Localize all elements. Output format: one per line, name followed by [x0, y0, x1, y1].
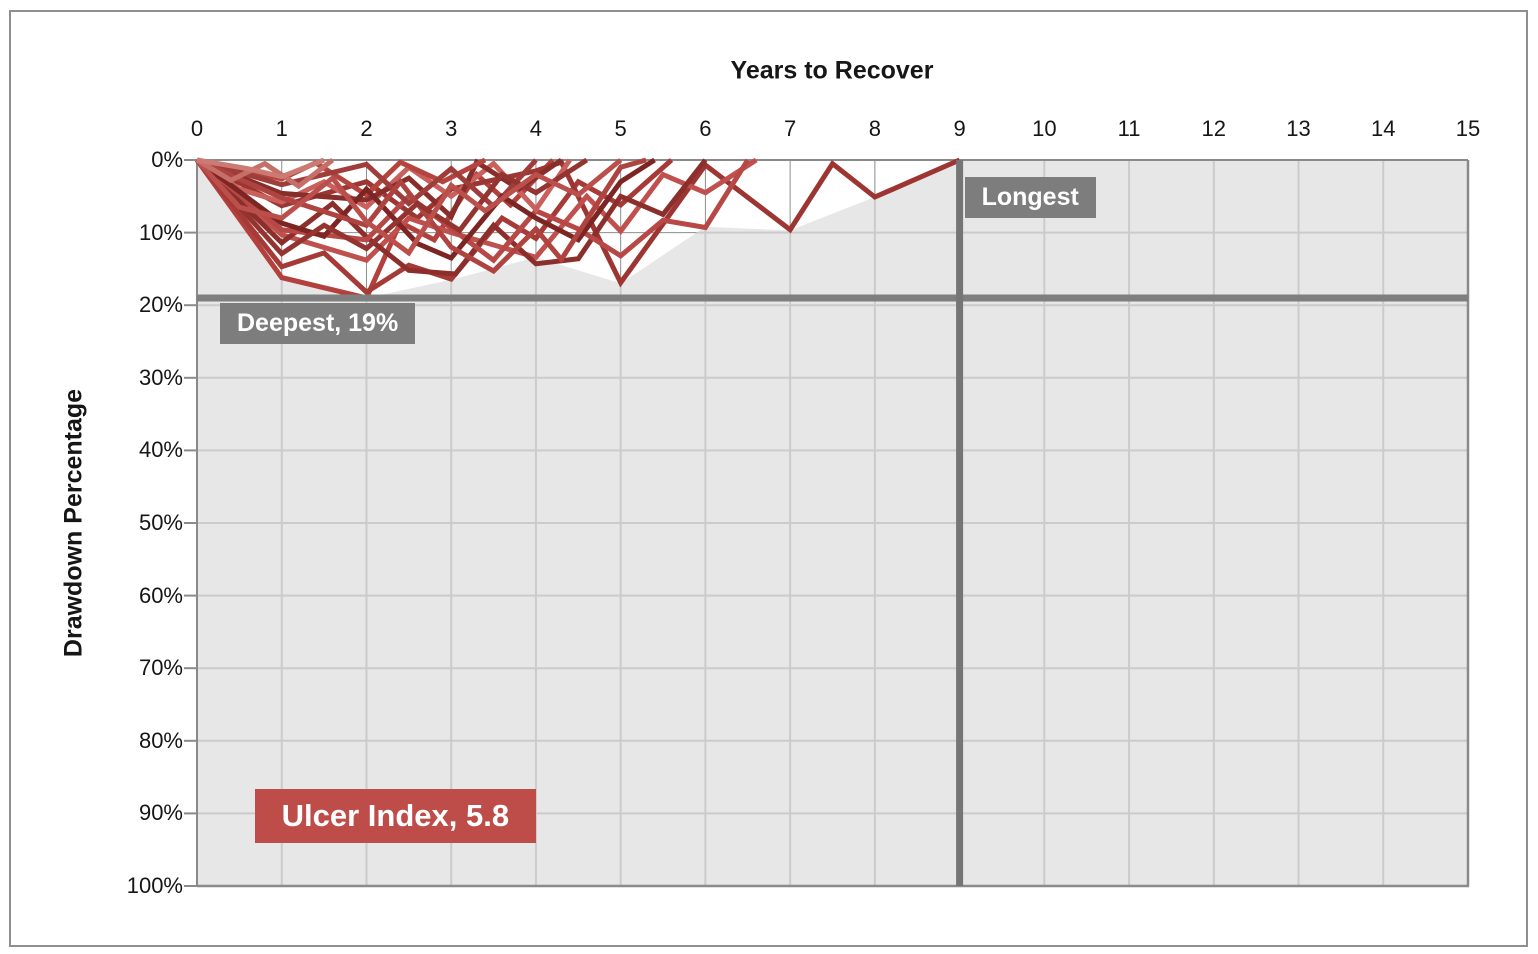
y-tick-label: 80%	[138, 727, 183, 753]
x-tick-label: 8	[868, 116, 881, 141]
y-tick-label: 70%	[138, 655, 183, 681]
y-tick-label: 60%	[138, 582, 183, 608]
y-tick-label: 40%	[138, 437, 183, 463]
y-tick-label: 30%	[138, 364, 183, 390]
y-tick-label: 90%	[138, 800, 183, 826]
x-tick-label: 11	[1117, 116, 1141, 141]
drawdown-line-event-02	[195, 158, 674, 296]
deepest-annotation-badge: Deepest, 19%	[220, 302, 416, 344]
drawdown-line-event-10	[195, 157, 335, 190]
x-tick-label: 4	[529, 116, 543, 141]
y-tick-label: 100%	[126, 873, 183, 898]
y-tick-label: 10%	[138, 219, 183, 245]
x-tick-label: 14	[1371, 116, 1396, 141]
x-tick-label: 12	[1201, 116, 1227, 141]
drawdown-line-event-16	[195, 158, 623, 257]
x-tick-label: 9	[953, 116, 966, 141]
drawdown-line-event-11	[196, 157, 326, 180]
y-tick-label: 0%	[151, 147, 183, 172]
ulcer-index-badge: Ulcer Index, 5.8	[254, 788, 537, 843]
x-tick-label: 7	[784, 116, 797, 141]
x-tick-label: 2	[360, 116, 373, 141]
x-tick-label: 3	[445, 116, 458, 141]
drawdown-line-event-15	[195, 157, 589, 257]
x-tick-label: 15	[1455, 116, 1481, 141]
x-axis-title: Years to Recover	[730, 56, 934, 85]
x-tick-label: 1	[275, 116, 288, 141]
x-tick-label: 6	[699, 116, 712, 141]
x-tick-label: 0	[190, 116, 204, 141]
y-tick-label: 50%	[138, 510, 183, 535]
x-tick-label: 10	[1032, 116, 1057, 141]
y-tick-label: 20%	[138, 292, 183, 318]
x-tick-label: 13	[1286, 116, 1311, 141]
longest-annotation-badge: Longest	[964, 177, 1096, 218]
drawdown-line-event-04	[195, 157, 758, 264]
x-tick-label: 5	[614, 116, 627, 141]
drawdown-line-event-14	[195, 157, 647, 275]
